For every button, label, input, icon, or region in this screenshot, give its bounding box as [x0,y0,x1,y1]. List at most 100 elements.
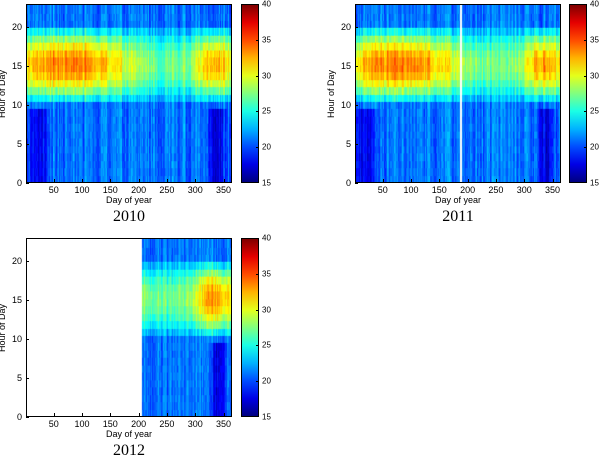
heatmap-canvas-2011 [356,5,560,182]
y-tick-mark [26,183,29,184]
y-tick-label: 5 [16,373,22,384]
y-tick-label: 20 [11,22,22,33]
x-tick-mark [552,179,554,182]
colorbar-tick-label: 30 [590,71,599,81]
y-tick-label: 20 [340,22,351,33]
y-tick-label: 15 [11,295,22,306]
colorbar-tick-mark [584,75,587,77]
y-tick-label: 15 [11,61,22,72]
y-tick-mark [26,300,29,302]
colorbar-tick-label: 25 [590,106,599,116]
colorbar-2010 [241,4,259,183]
y-tick-mark [355,66,358,68]
x-tick-label: 150 [431,185,447,195]
x-tick-mark [495,179,497,182]
heatmap-plot-2010 [26,4,232,183]
colorbar-tick-label: 35 [262,269,271,279]
colorbar-tick-label: 15 [262,178,271,188]
heatmap-plot-2012 [26,238,232,417]
y-tick-label: 15 [340,61,351,72]
y-tick-mark [26,339,29,341]
heatmap-canvas-2010 [27,5,231,182]
x-tick-mark [195,179,197,182]
y-tick-mark [355,183,358,184]
colorbar-tick-mark [584,39,587,41]
colorbar-tick-mark [256,147,259,149]
colorbar-tick-label: 40 [262,233,271,243]
x-tick-label: 350 [215,419,232,429]
x-tick-mark [110,413,112,416]
y-tick-mark [355,105,358,107]
colorbar-tick-mark [256,416,259,417]
x-tick-mark [467,179,469,182]
heatmap-canvas-2012 [27,239,231,416]
colorbar-tick-mark [256,345,259,347]
colorbar-tick-label: 35 [262,35,271,45]
colorbar-tick-label: 35 [590,35,599,45]
heatmap-plot-2011 [355,4,561,183]
x-tick-mark [382,179,384,182]
caption-2011: 2011 [442,208,474,225]
x-tick-mark [166,179,168,182]
colorbar-tick-label: 20 [590,142,599,152]
x-tick-mark [138,179,140,182]
y-tick-label: 0 [345,178,351,188]
y-tick-mark [355,27,358,29]
colorbar-tick-mark [584,111,587,113]
x-tick-mark [223,413,225,416]
x-tick-mark [138,413,140,416]
y-tick-mark [355,144,358,146]
y-axis-label: Hour of Day [326,69,337,118]
colorbar-tick-mark [256,39,259,41]
colorbar-tick-label: 40 [262,0,271,9]
colorbar-tick-mark [256,111,259,113]
colorbar-tick-label: 40 [590,0,599,9]
colorbar-tick-label: 15 [590,178,599,188]
y-tick-label: 20 [11,256,22,267]
y-tick-mark [26,261,29,263]
x-tick-label: 300 [187,185,203,195]
colorbar-tick-label: 30 [262,305,271,315]
x-axis-label: Day of year [434,195,482,205]
x-tick-label: 100 [74,185,90,195]
colorbar-tick-mark [256,182,259,183]
x-tick-label: 300 [516,185,532,195]
colorbar-tick-label: 15 [262,412,271,422]
y-tick-label: 10 [11,100,22,111]
y-tick-label: 0 [16,412,22,422]
y-tick-label: 5 [16,139,22,150]
x-tick-mark [53,179,55,182]
colorbar-tick-mark [584,4,587,5]
colorbar-tick-label: 20 [262,376,271,386]
colorbar-tick-label: 20 [262,142,271,152]
x-tick-mark [524,179,526,182]
colorbar-tick-mark [256,238,259,239]
caption-2010: 2010 [113,208,145,225]
y-tick-mark [26,378,29,380]
colorbar-tick-label: 25 [262,106,271,116]
x-tick-label: 200 [460,185,476,195]
y-tick-mark [26,27,29,29]
x-tick-label: 150 [102,185,118,195]
x-axis-label: Day of year [105,429,153,439]
x-tick-label: 200 [131,419,147,429]
x-tick-mark [110,179,112,182]
x-tick-label: 250 [159,185,175,195]
colorbar-tick-mark [256,309,259,311]
x-tick-label: 250 [488,185,504,195]
y-tick-label: 10 [11,334,22,345]
x-tick-mark [53,413,55,416]
caption-2012: 2012 [113,442,145,459]
x-axis-label: Day of year [105,195,153,205]
x-tick-mark [166,413,168,416]
colorbar-2011 [569,4,587,183]
colorbar-tick-mark [256,4,259,5]
colorbar-tick-label: 25 [262,340,271,350]
y-tick-label: 0 [16,178,22,188]
x-tick-label: 50 [48,185,59,195]
x-tick-mark [82,179,84,182]
x-tick-label: 100 [74,419,90,429]
y-tick-label: 10 [340,100,351,111]
colorbar-2012 [241,238,259,417]
x-tick-label: 350 [544,185,561,195]
